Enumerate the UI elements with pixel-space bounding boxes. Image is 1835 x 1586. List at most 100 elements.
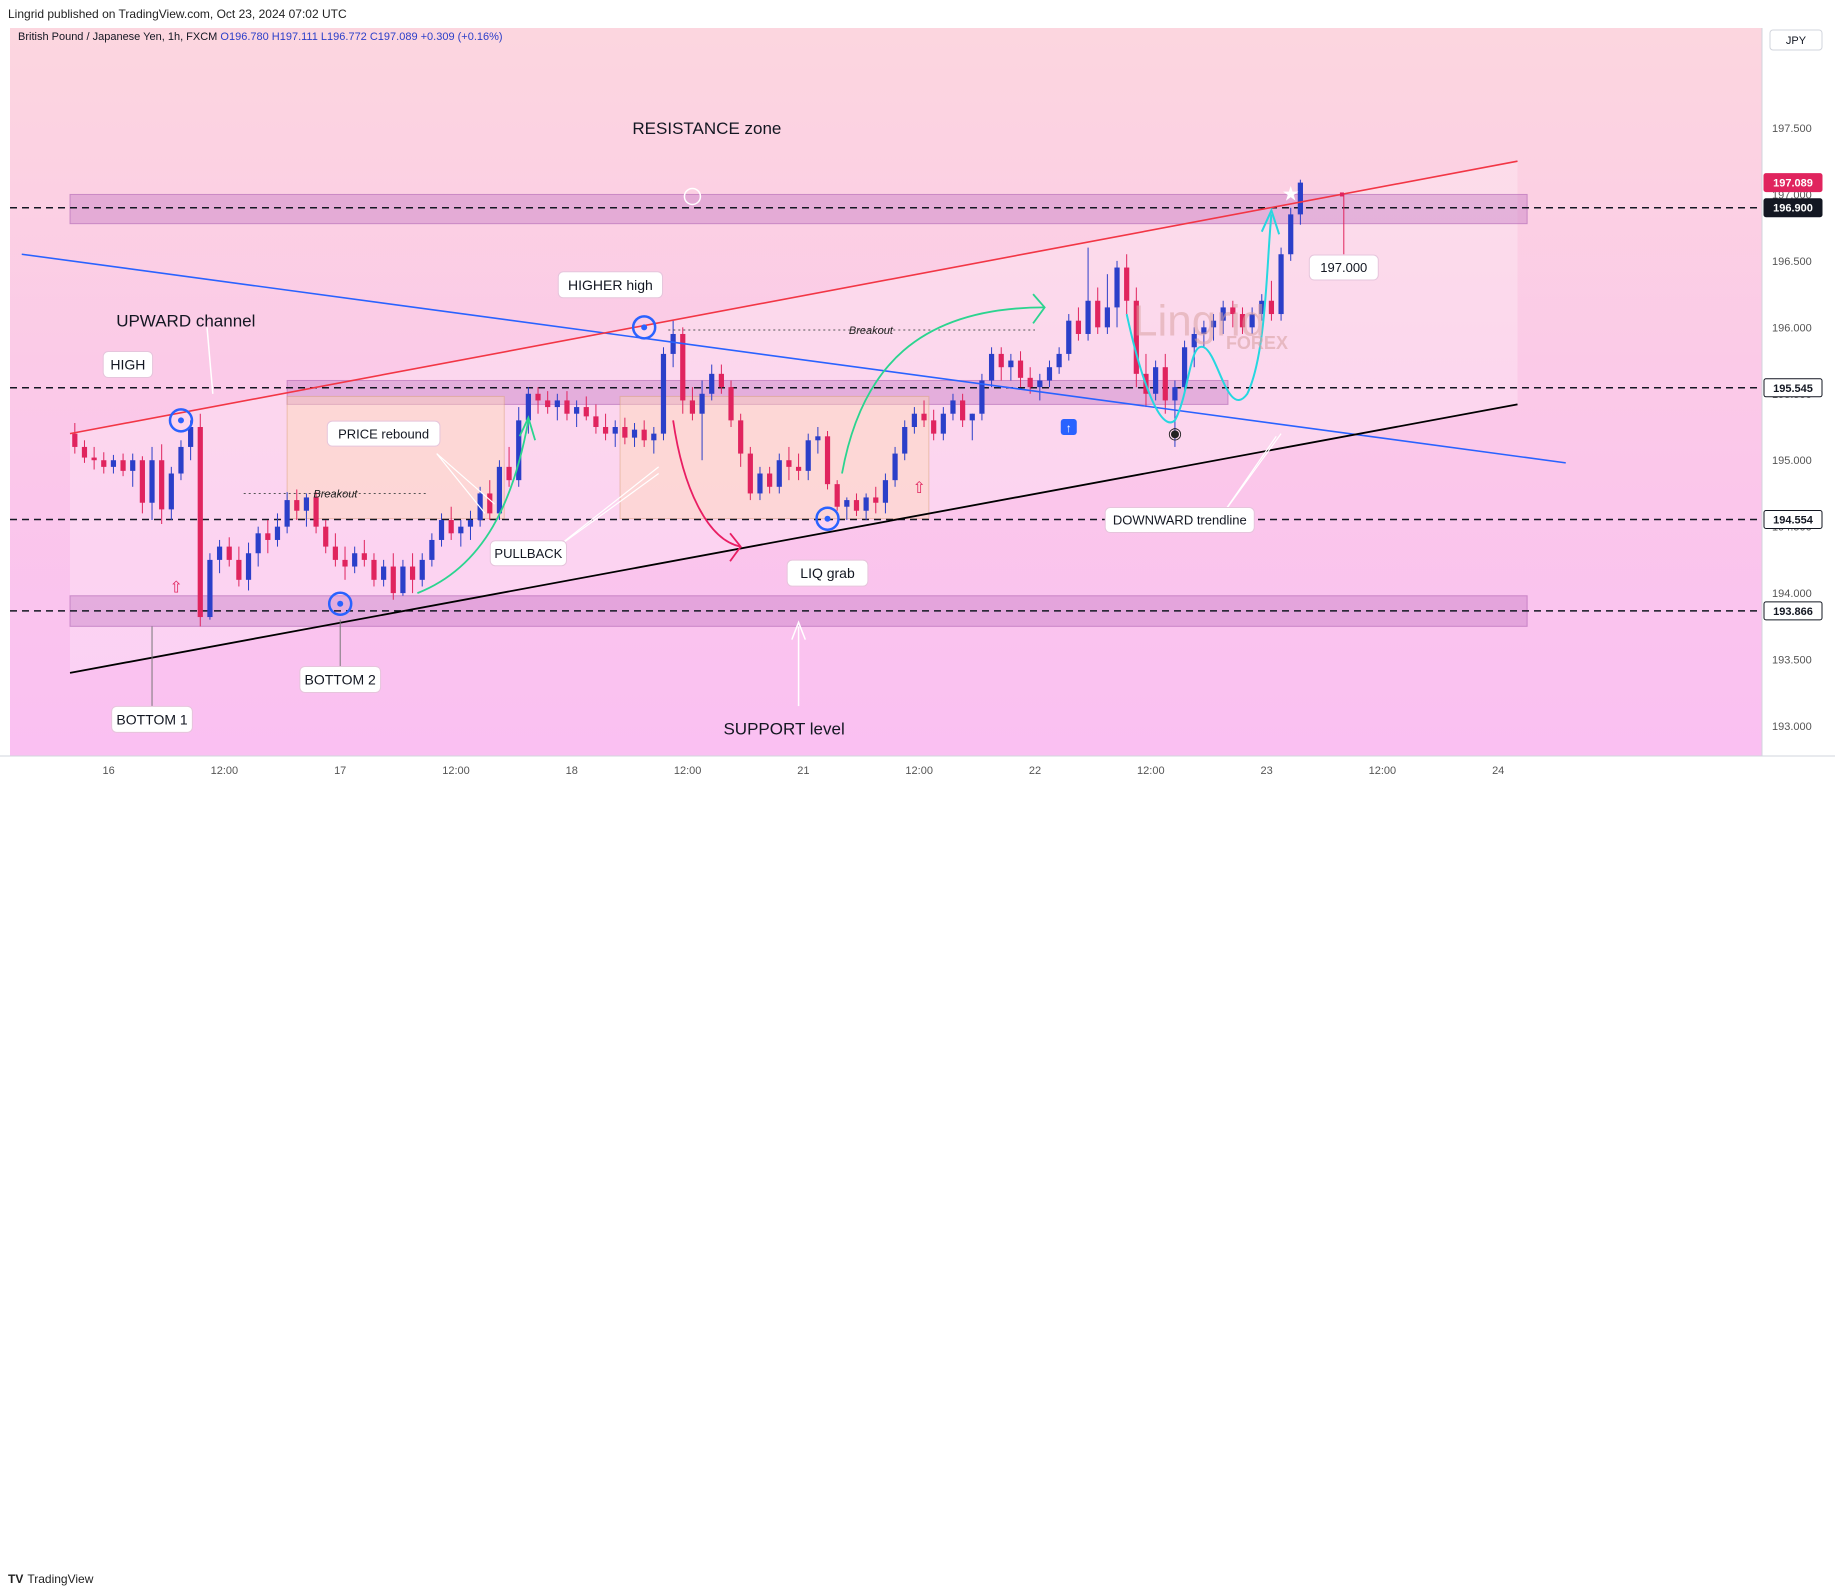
candle xyxy=(207,559,213,618)
candle xyxy=(323,526,329,547)
price-tag-0 xyxy=(1763,173,1823,193)
breakout-label-2: Breakout xyxy=(849,325,894,337)
candle xyxy=(853,500,860,511)
candle xyxy=(1162,367,1168,401)
candle xyxy=(448,520,454,534)
candle xyxy=(786,460,792,467)
pullback-label-box xyxy=(489,540,567,567)
candle xyxy=(1066,320,1072,354)
candle xyxy=(91,457,97,461)
rocket-icon-1: ⇧ xyxy=(169,579,182,596)
candle xyxy=(255,533,261,554)
swing-dot-2 xyxy=(337,600,344,607)
price-chart[interactable]: Breakout Breakout 197.000 ★ ↑ ◉ ⇧ ⇧ LingridFOREX… xyxy=(0,28,1835,784)
channel-label: UPWARD channel xyxy=(116,312,255,331)
candle xyxy=(1153,367,1159,394)
price-tag-4 xyxy=(1763,601,1823,621)
channel-top-line[interactable] xyxy=(69,160,1518,435)
candle xyxy=(1191,333,1197,348)
candle xyxy=(1268,300,1275,315)
candle xyxy=(728,387,734,421)
candle xyxy=(1008,360,1014,368)
candle xyxy=(1114,267,1120,308)
target-marker xyxy=(1339,192,1344,197)
tradingview-logo[interactable]: TV TradingView xyxy=(8,1572,93,1586)
candle xyxy=(863,497,869,511)
candle xyxy=(998,353,1004,368)
candle xyxy=(149,460,155,503)
candle xyxy=(342,559,348,567)
candle xyxy=(738,420,744,454)
channel-bottom-line[interactable] xyxy=(69,403,1518,674)
candle xyxy=(631,429,638,438)
candle xyxy=(236,559,242,580)
y-tick-label: 195.000 xyxy=(1772,455,1812,467)
y-tick-label: 193.000 xyxy=(1772,721,1812,733)
candle xyxy=(979,380,985,414)
arrow-breakout-head xyxy=(1032,293,1046,324)
candle xyxy=(400,566,406,594)
bottom1-label-box xyxy=(111,705,193,733)
candle xyxy=(226,546,232,560)
candle xyxy=(284,500,290,527)
candle xyxy=(332,546,338,560)
bottom2-label-box xyxy=(299,665,382,693)
footer-bar: TV TradingView xyxy=(0,784,1835,1586)
candle xyxy=(303,497,310,511)
candle xyxy=(458,526,464,534)
publisher-bar: Lingrid published on TradingView.com, Oc… xyxy=(0,0,1835,28)
price-tag-1 xyxy=(1763,198,1823,218)
y-tick-label: 193.500 xyxy=(1772,655,1812,667)
resistance-label: RESISTANCE zone xyxy=(632,119,781,138)
tradingview-brand: TradingView xyxy=(27,1572,94,1586)
liq-grab-label-box xyxy=(786,559,869,587)
down-arrow-icon xyxy=(683,187,702,206)
price-tag-label-0: 197.089 xyxy=(1773,178,1813,190)
candle xyxy=(245,553,252,580)
candle xyxy=(139,460,145,503)
candle xyxy=(1085,300,1091,334)
candle xyxy=(419,559,425,580)
pullback-pointer xyxy=(552,466,660,552)
y-tick-label: 196.000 xyxy=(1772,322,1812,334)
price-tag-label-2: 195.545 xyxy=(1773,383,1813,395)
candle xyxy=(815,436,821,441)
breakout-label-1: Breakout xyxy=(313,488,358,500)
candle xyxy=(178,446,184,474)
candle xyxy=(651,433,657,441)
currency-button[interactable] xyxy=(1769,29,1823,51)
y-tick-label: 194.000 xyxy=(1772,588,1812,600)
candle xyxy=(294,500,300,511)
up-arrow-glyph: ↑ xyxy=(1066,421,1072,435)
channel-pointer xyxy=(206,327,214,394)
candle xyxy=(1172,387,1178,401)
candle xyxy=(960,400,966,421)
candle xyxy=(1075,320,1082,334)
candle xyxy=(216,546,223,560)
candle xyxy=(969,413,975,421)
candle xyxy=(622,427,628,438)
time-axis[interactable] xyxy=(0,756,1835,784)
candle xyxy=(81,446,88,458)
candle xyxy=(1288,214,1294,255)
pullback-label: PULLBACK xyxy=(494,546,562,561)
candle xyxy=(429,539,435,560)
price-tag-2 xyxy=(1763,378,1823,398)
candle xyxy=(110,460,117,467)
projection-head xyxy=(1260,207,1281,235)
price-tag-label-4: 193.866 xyxy=(1773,606,1813,618)
candle xyxy=(487,493,493,514)
candle xyxy=(1239,314,1246,328)
candle xyxy=(1133,300,1139,374)
publisher-text: Lingrid published on TradingView.com, Oc… xyxy=(8,7,347,21)
downward-trendline[interactable] xyxy=(21,253,1566,464)
x-tick-label: 12:00 xyxy=(1137,765,1165,777)
swing-circle-2 xyxy=(327,591,353,616)
candle xyxy=(265,533,271,540)
candle xyxy=(1259,300,1265,315)
candle xyxy=(120,460,126,471)
x-tick-label: 22 xyxy=(1029,765,1041,777)
price-rebound-label-box xyxy=(326,420,441,447)
candle xyxy=(1201,327,1207,334)
candle xyxy=(535,393,541,401)
